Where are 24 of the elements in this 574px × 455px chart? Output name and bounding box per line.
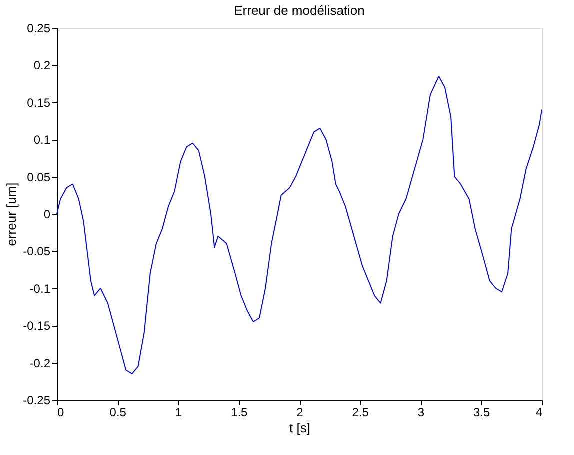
y-tick-label: -0.2 [30,356,51,370]
y-tick-label: 0.05 [27,170,51,184]
y-tick-label: -0.1 [30,282,51,296]
y-tick-label: -0.05 [23,244,51,259]
y-tick-label: 0.1 [34,133,51,148]
x-tick-label: 1 [175,406,182,420]
y-tick-label: -0.25 [23,394,51,408]
y-tick-label: 0 [44,208,51,222]
x-axis-title: t [s] [290,420,310,436]
line-series [56,76,542,374]
x-tick-label: 3 [418,406,425,420]
x-tick-label: 1.5 [231,406,248,420]
chart-title: Erreur de modélisation [234,3,365,18]
y-tick-label: 0.2 [34,58,51,73]
x-tick-label: 4 [536,406,543,420]
x-tick-label: 2 [296,406,304,420]
y-tick-label: -0.15 [23,319,51,334]
y-tick-label: 0.15 [27,96,51,110]
x-tick-label: 0.5 [110,406,127,420]
y-axis-title: erreur [um] [4,182,20,246]
x-tick-label: 0 [58,406,64,420]
y-tick-label: 0.25 [27,22,51,36]
x-tick-label: 2.5 [352,406,370,420]
x-tick-label: 3.5 [474,406,491,420]
